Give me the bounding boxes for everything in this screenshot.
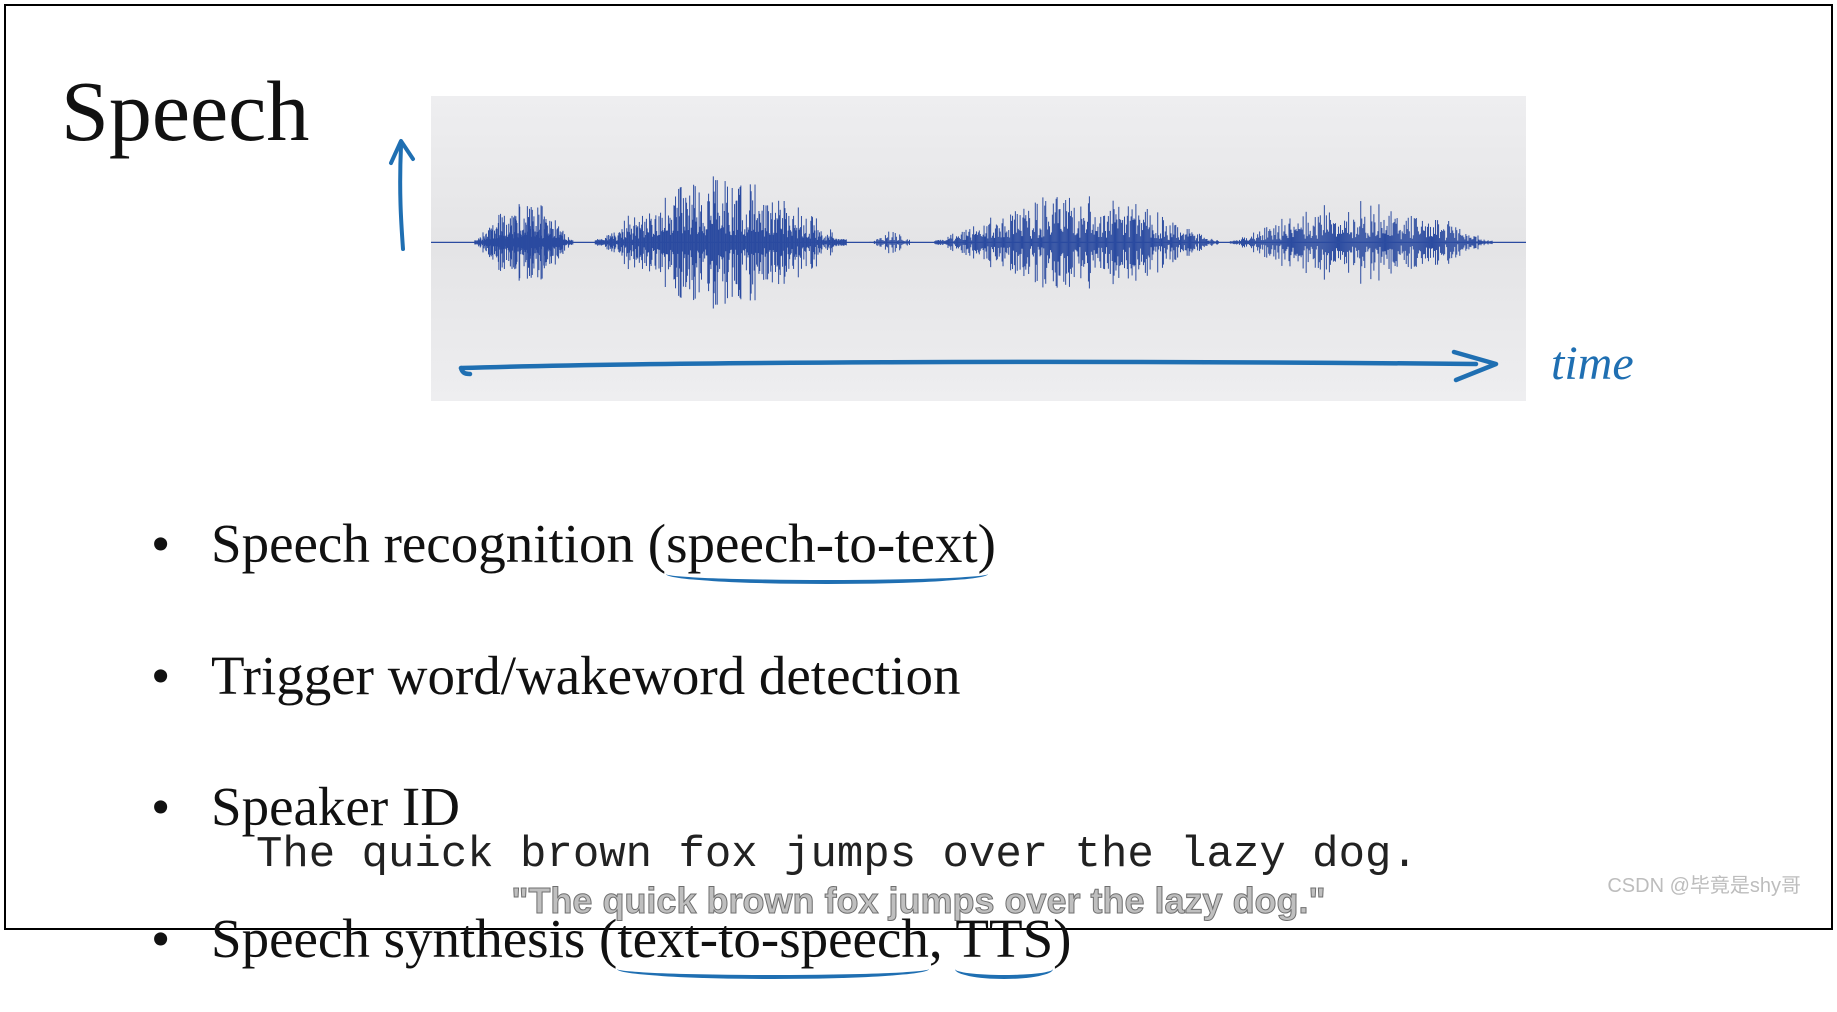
time-axis-arrow [456, 346, 1506, 386]
time-axis-label: time [1551, 336, 1634, 391]
bullet-text: Trigger word/wakeword detection [211, 645, 960, 706]
bullet-text: ) [978, 513, 996, 574]
bullet-list: Speech recognition (speech-to-text) Trigg… [111, 486, 1071, 1012]
bullet-item: Speech recognition (speech-to-text) [151, 486, 1071, 602]
amplitude-axis-arrow [381, 131, 421, 251]
csdn-watermark: CSDN @毕竟是shy哥 [1607, 869, 1801, 898]
video-subtitle-overlay: "The quick brown fox jumps over the lazy… [511, 880, 1325, 922]
bullet-text: Speaker ID [211, 776, 460, 837]
bullet-text: Speech recognition ( [211, 513, 666, 574]
underlined-term: speech-to-text [666, 513, 978, 574]
page-title: Speech [61, 61, 309, 161]
bullet-item: Trigger word/wakeword detection [151, 618, 1071, 734]
slide-frame: Speech time Speech recognition (speech-t… [4, 4, 1833, 930]
tts-example-sentence: The quick brown fox jumps over the lazy … [256, 830, 1418, 880]
